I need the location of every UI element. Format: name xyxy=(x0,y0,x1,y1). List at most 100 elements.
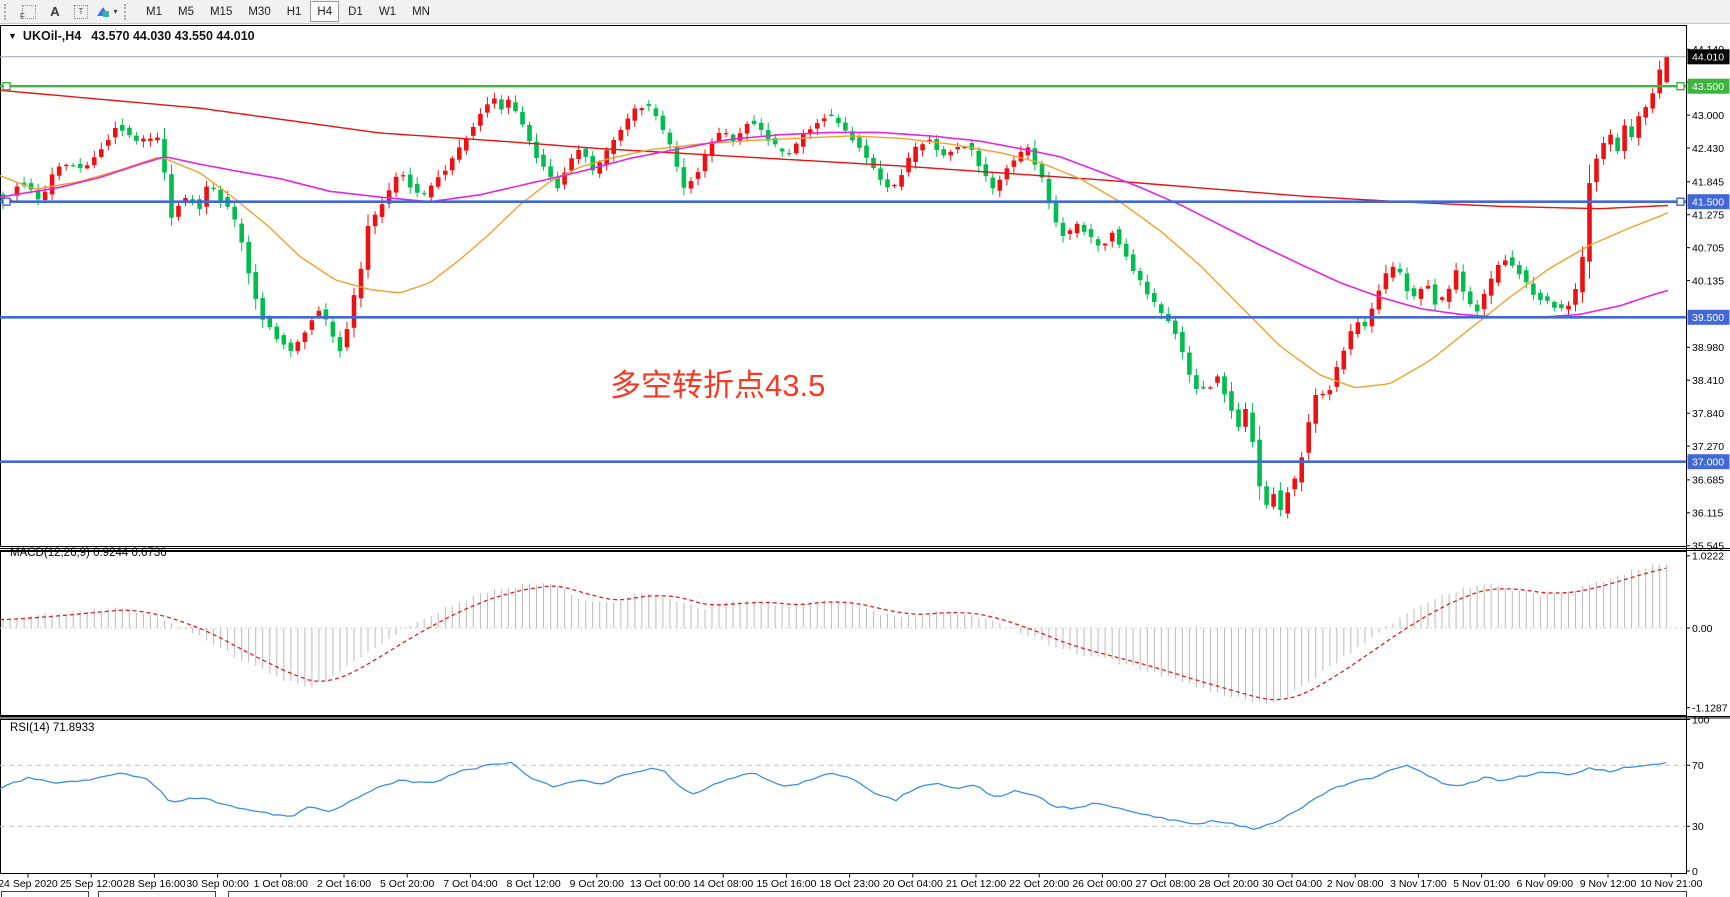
candle-body xyxy=(260,298,265,320)
candle-body xyxy=(948,151,953,156)
candle-body xyxy=(1383,273,1389,290)
price-tick-label: 38.980 xyxy=(1692,342,1724,354)
candle-body xyxy=(106,140,111,146)
macd-indicator-label: MACD(12,26,9) 0.9244 0.6736 xyxy=(10,547,167,559)
candle-body xyxy=(1046,178,1052,204)
hline-handle xyxy=(1676,197,1685,206)
candle-body xyxy=(211,187,216,189)
candle-body xyxy=(871,157,876,168)
candle-body xyxy=(1194,375,1199,389)
candle-body xyxy=(520,111,525,125)
hline-handle xyxy=(2,197,11,206)
timeframe-button-H4[interactable]: H4 xyxy=(310,1,340,22)
price-tick-label: 40.705 xyxy=(1692,243,1724,255)
rsi-tick-label: 100 xyxy=(1692,714,1710,726)
candle-body xyxy=(955,147,960,150)
candle-body xyxy=(99,149,104,157)
time-label: 7 Oct 04:00 xyxy=(443,878,497,890)
timeframe-button-MN[interactable]: MN xyxy=(412,5,430,18)
time-label: 6 Nov 09:00 xyxy=(1516,878,1573,890)
time-label: 5 Oct 20:00 xyxy=(380,878,434,890)
candle-body xyxy=(14,186,20,196)
candle-body xyxy=(660,115,666,130)
shapes-icon xyxy=(97,7,110,17)
candle-body xyxy=(379,204,385,217)
candle-body xyxy=(927,139,932,142)
timeframe-button-D1[interactable]: D1 xyxy=(348,5,363,18)
macd-signal-line xyxy=(0,567,1667,701)
candle-body xyxy=(857,137,862,148)
candle-body xyxy=(471,127,476,136)
candle-body xyxy=(499,99,504,110)
candle-body xyxy=(772,137,778,145)
shapes-tool-button[interactable]: ▾ xyxy=(95,2,119,22)
candle-body xyxy=(127,127,132,136)
price-tick-label: 42.430 xyxy=(1692,143,1724,155)
rsi-line xyxy=(0,761,1667,830)
candle-body xyxy=(330,321,336,337)
chart-title[interactable]: ▼ UKOil-,H4 43.570 44.030 43.550 44.010 xyxy=(8,29,255,43)
timeframe-button-W1[interactable]: W1 xyxy=(378,5,397,18)
candle-body xyxy=(372,214,378,227)
candle-body xyxy=(386,190,392,204)
candle-body xyxy=(464,138,469,151)
timeframe-button-M1[interactable]: M1 xyxy=(146,5,162,18)
chart-ohlc-values: 43.570 44.030 43.550 44.010 xyxy=(91,29,255,43)
candle-body xyxy=(435,177,441,187)
text-a-tool-button[interactable]: A xyxy=(43,2,67,22)
candle-body xyxy=(421,193,427,195)
candle-body xyxy=(653,108,659,117)
toolbar-grip[interactable] xyxy=(4,3,10,20)
hline-handle xyxy=(1676,81,1685,91)
time-label: 20 Oct 04:00 xyxy=(883,878,943,890)
candle-body xyxy=(49,174,55,195)
candle-body xyxy=(899,175,904,187)
time-label: 13 Oct 00:00 xyxy=(630,878,690,890)
candle-body xyxy=(597,162,602,174)
candle-body xyxy=(450,158,455,171)
candle-body xyxy=(527,124,532,142)
candle-body xyxy=(457,147,462,160)
candle-body xyxy=(1306,422,1311,453)
candle-body xyxy=(1018,151,1024,162)
candle-body xyxy=(1474,304,1480,312)
candle-body xyxy=(393,176,399,193)
candle-body xyxy=(674,146,680,167)
hline-handle xyxy=(2,81,11,91)
candle-body xyxy=(1145,281,1150,295)
candle-body xyxy=(779,148,785,152)
candle-body xyxy=(295,341,301,351)
macd-histogram xyxy=(2,564,1668,705)
candle-body xyxy=(892,185,897,187)
candle-body xyxy=(414,183,420,193)
hline-41.500[interactable] xyxy=(0,197,1686,206)
chart-annotation-text[interactable]: 多空转折点43.5 xyxy=(610,368,826,403)
candle-body xyxy=(744,124,750,134)
text-label-tool-button[interactable]: T xyxy=(69,2,93,22)
candle-body xyxy=(443,170,448,175)
timeframe-button-H1[interactable]: H1 xyxy=(286,5,302,18)
candle-body xyxy=(843,122,848,131)
candle-body xyxy=(829,114,834,117)
hline-43.500[interactable] xyxy=(0,81,1686,91)
candle-body xyxy=(1559,304,1564,309)
timeframe-button-M30[interactable]: M30 xyxy=(248,5,271,18)
time-label: 25 Sep 12:00 xyxy=(60,878,123,890)
candle-body xyxy=(337,337,343,352)
candle-body xyxy=(1524,270,1529,283)
symbol-dropdown-icon[interactable]: ▼ xyxy=(8,31,17,41)
candle-body xyxy=(204,186,209,207)
time-label: 10 Nov 21:00 xyxy=(1640,878,1703,890)
toolbar-grip-2[interactable] xyxy=(124,3,130,20)
ma-orange-line xyxy=(0,135,1669,389)
candle-body xyxy=(1074,223,1080,234)
candle-body xyxy=(695,172,701,179)
timeframe-button-M5[interactable]: M5 xyxy=(177,5,194,18)
time-label: 26 Oct 00:00 xyxy=(1072,878,1132,890)
grid-f-tool-button[interactable]: F xyxy=(17,2,41,22)
candle-body xyxy=(148,138,153,141)
timeframe-button-M15[interactable]: M15 xyxy=(209,5,233,18)
timeframe-group: M1 M5 M15 M30 H1 H4 D1 W1 MN xyxy=(138,1,438,22)
candle-body xyxy=(1488,278,1494,296)
